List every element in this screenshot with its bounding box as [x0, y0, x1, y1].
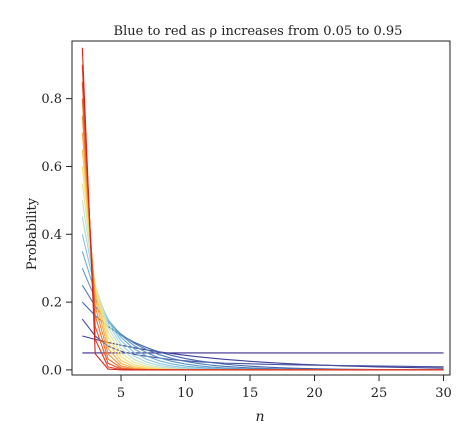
series-line: [81, 166, 444, 371]
series-line: [81, 81, 444, 371]
x-tick-label: 30: [435, 386, 452, 401]
series-line: [81, 47, 444, 371]
y-axis: 0.0 0.2 0.4 0.6 0.8: [41, 92, 72, 378]
series-layer: [81, 47, 444, 371]
series-line: [81, 183, 444, 371]
chart-title: Blue to red as ρ increases from 0.05 to …: [114, 24, 403, 39]
y-tick-label: 0.4: [41, 228, 62, 243]
x-tick-label: 10: [177, 386, 194, 401]
x-tick-label: 15: [242, 386, 259, 401]
y-axis-label: Probability: [25, 197, 40, 270]
series-line: [81, 301, 444, 371]
series-line: [81, 115, 444, 371]
x-tick-label: 25: [371, 386, 388, 401]
series-line: [82, 335, 444, 369]
x-axis: 5 10 15 20 25 30: [117, 375, 452, 401]
y-tick-label: 0.8: [41, 92, 62, 107]
y-tick-label: 0.2: [41, 296, 62, 311]
series-line: [81, 98, 444, 371]
series-line: [81, 234, 444, 371]
series-line: [81, 251, 444, 371]
y-tick-label: 0.6: [41, 160, 62, 175]
series-line: [81, 132, 444, 371]
series-line: [81, 318, 444, 368]
series-line: [81, 149, 444, 371]
x-tick-label: 20: [306, 386, 323, 401]
x-axis-label: n: [255, 409, 264, 425]
x-tick-label: 5: [117, 386, 125, 401]
series-line: [81, 64, 444, 371]
y-tick-label: 0.0: [41, 363, 62, 378]
plot-frame: [71, 40, 451, 376]
